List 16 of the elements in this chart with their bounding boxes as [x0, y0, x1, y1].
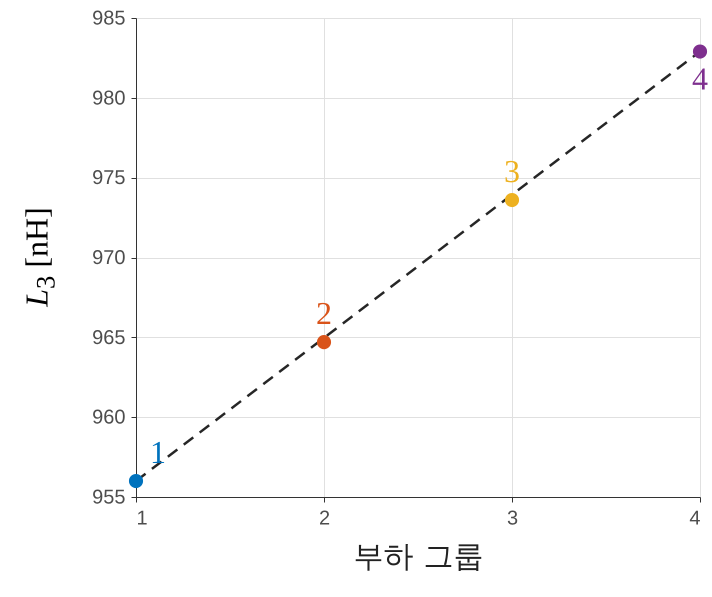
annotation: 1 [150, 434, 166, 470]
x-tick-label: 1 [136, 508, 148, 530]
annotation: 4 [692, 60, 708, 97]
y-tick-label: 975 [92, 167, 126, 190]
y-tick-label: 985 [92, 8, 126, 30]
annotation: 2 [316, 295, 332, 332]
x-tick-label: 2 [318, 508, 330, 530]
y-tick-label: 960 [92, 406, 126, 429]
x-tick-label: 4 [689, 508, 700, 530]
y-tick-label: 955 [92, 486, 126, 508]
x-axis-title: 부하 그룹 [354, 540, 484, 574]
x-tick-label: 3 [506, 508, 518, 530]
y-tick-label: 965 [92, 326, 126, 349]
y-tick-label: 980 [92, 87, 126, 110]
annotation: 3 [504, 153, 520, 190]
y-tick-label: 970 [92, 247, 126, 269]
